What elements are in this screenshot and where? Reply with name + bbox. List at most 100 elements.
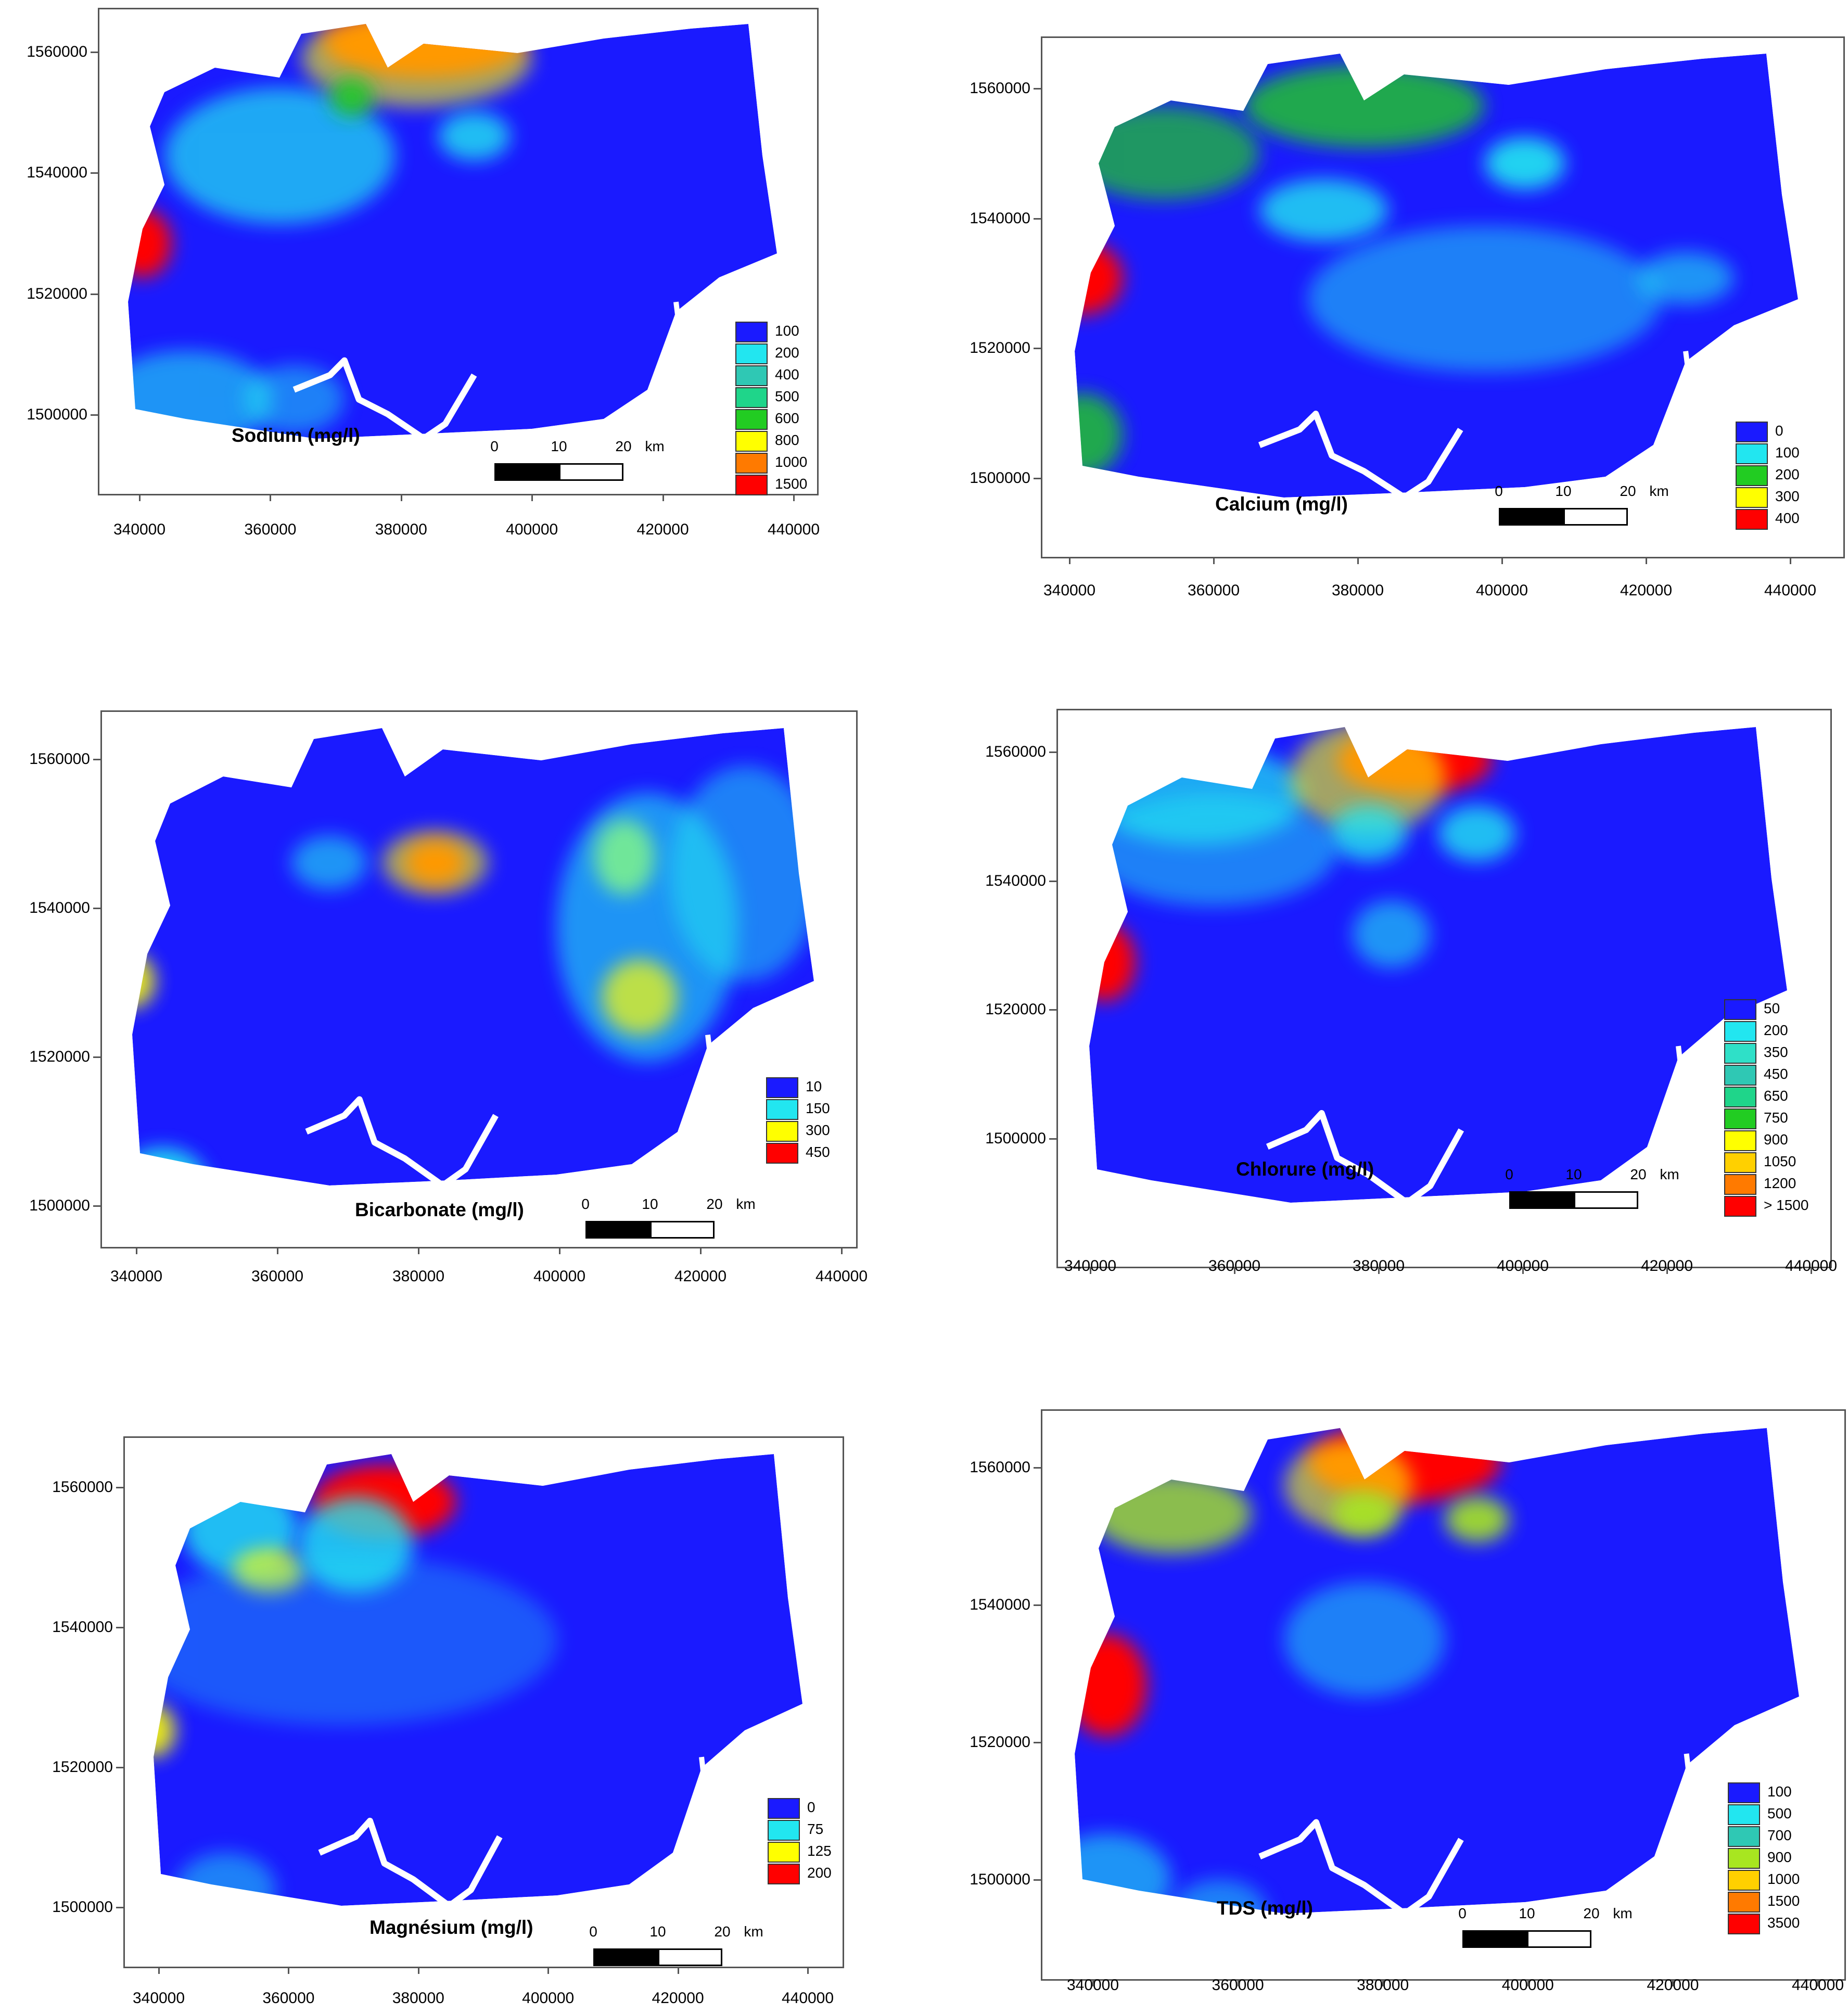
x-tick-label: 380000: [1331, 582, 1384, 599]
y-tick-mark: [116, 1487, 123, 1488]
legend-label: 700: [1767, 1827, 1792, 1843]
concentration-hotspot: [1075, 1833, 1171, 1914]
scale-bar-white: [658, 1948, 722, 1966]
x-tick-label: 340000: [110, 1268, 163, 1285]
x-tick-mark: [1817, 1979, 1819, 1986]
river: [673, 301, 707, 401]
y-tick-label: 1540000: [29, 899, 90, 916]
y-tick-label: 1520000: [27, 285, 87, 302]
legend-label: 1000: [775, 454, 808, 470]
legend-label: 200: [1764, 1022, 1788, 1038]
scale-bar-unit: km: [1660, 1166, 1679, 1182]
x-tick-label: 380000: [392, 1268, 445, 1285]
map-title: Sodium (mg/l): [232, 425, 360, 446]
legend-label: 650: [1764, 1088, 1788, 1104]
legend-swatch: [1736, 422, 1768, 442]
x-tick-label: 420000: [652, 1990, 704, 2007]
y-tick-label: 1520000: [52, 1758, 113, 1776]
legend-label: > 1500: [1764, 1197, 1809, 1213]
map-title: Calcium (mg/l): [1215, 493, 1348, 515]
concentration-hotspot: [128, 209, 172, 278]
x-tick-mark: [400, 494, 402, 501]
legend-swatch: [1728, 1804, 1760, 1825]
y-tick-mark: [1034, 1879, 1041, 1881]
scale-bar-label: 20: [1620, 483, 1636, 499]
legend-label: 100: [1767, 1783, 1792, 1800]
legend-swatch: [766, 1099, 798, 1120]
x-tick-label: 340000: [113, 521, 166, 538]
x-tick-mark: [841, 1247, 843, 1254]
y-tick-mark: [91, 414, 98, 416]
concentration-hotspot: [1089, 794, 1337, 907]
scale-bar-label: 10: [1555, 483, 1572, 499]
legend-label: 1500: [775, 476, 808, 492]
map-frame: [1041, 36, 1845, 558]
river: [1684, 1753, 1721, 1869]
study-area: [128, 24, 777, 439]
legend-label: 125: [807, 1843, 832, 1859]
legend-label: 500: [775, 388, 799, 404]
y-tick-label: 1520000: [985, 1001, 1046, 1018]
x-tick-mark: [547, 1967, 550, 1974]
legend-swatch: [1724, 1174, 1756, 1195]
scale-bar-unit: km: [1613, 1905, 1633, 1921]
concentration-hotspot: [438, 111, 511, 161]
concentration-hotspot: [602, 959, 678, 1035]
x-tick-mark: [1666, 1267, 1668, 1274]
legend-label: 0: [807, 1799, 815, 1815]
x-tick-label: 360000: [1187, 582, 1240, 599]
concentration-hotspot: [1075, 241, 1123, 315]
river: [1258, 1819, 1464, 1917]
scale-bar-label: 10: [1519, 1905, 1535, 1921]
y-tick-label: 1500000: [970, 1871, 1030, 1888]
x-tick-mark: [270, 494, 272, 501]
scale-bar-unit: km: [736, 1196, 756, 1212]
x-tick-mark: [1811, 1267, 1812, 1274]
y-tick-mark: [116, 1627, 123, 1628]
y-tick-mark: [93, 1056, 100, 1058]
concentration-hotspot: [1090, 1473, 1252, 1554]
x-tick-mark: [1357, 557, 1359, 564]
river: [305, 1096, 499, 1189]
legend-label: 0: [1775, 423, 1783, 439]
x-tick-label: 340000: [132, 1990, 185, 2007]
legend-label: 100: [775, 323, 799, 339]
x-tick-label: 360000: [262, 1990, 315, 2007]
study-area: [154, 1454, 802, 1906]
scale-bar-label: 20: [615, 438, 632, 454]
legend-swatch: [1724, 1108, 1756, 1129]
x-tick-mark: [136, 1247, 137, 1254]
scale-bar-white: [650, 1221, 715, 1239]
interpolated-map: [154, 1454, 802, 1909]
x-tick-mark: [1522, 1267, 1524, 1274]
y-tick-mark: [1049, 880, 1056, 882]
concentration-hotspot: [1438, 805, 1516, 862]
x-tick-mark: [1237, 1979, 1239, 1986]
legend-label: 200: [807, 1865, 832, 1881]
x-tick-label: 420000: [674, 1268, 727, 1285]
scale-bar-black: [1462, 1930, 1527, 1948]
x-tick-mark: [662, 494, 664, 501]
legend-swatch: [1724, 1065, 1756, 1086]
map-title: TDS (mg/l): [1217, 1897, 1313, 1919]
scale-bar-label: 0: [1458, 1905, 1467, 1921]
river: [1683, 351, 1720, 457]
y-tick-label: 1500000: [970, 469, 1030, 487]
study-area: [132, 728, 814, 1186]
legend-swatch: [1728, 1892, 1760, 1913]
y-tick-label: 1540000: [985, 872, 1046, 889]
y-tick-mark: [1034, 218, 1041, 220]
legend-swatch: [1728, 1826, 1760, 1847]
interpolated-map: [128, 24, 777, 442]
x-tick-label: 360000: [251, 1268, 304, 1285]
y-tick-label: 1560000: [970, 1459, 1030, 1476]
legend-swatch: [1736, 487, 1768, 508]
legend-swatch: [1724, 1152, 1756, 1173]
y-tick-mark: [1034, 348, 1041, 350]
y-tick-label: 1560000: [52, 1478, 113, 1496]
scale-bar-unit: km: [744, 1923, 763, 1940]
x-tick-mark: [1092, 1979, 1094, 1986]
concentration-hotspot: [1445, 1496, 1510, 1543]
concentration-hotspot: [1075, 393, 1123, 477]
y-tick-label: 1500000: [985, 1130, 1046, 1147]
